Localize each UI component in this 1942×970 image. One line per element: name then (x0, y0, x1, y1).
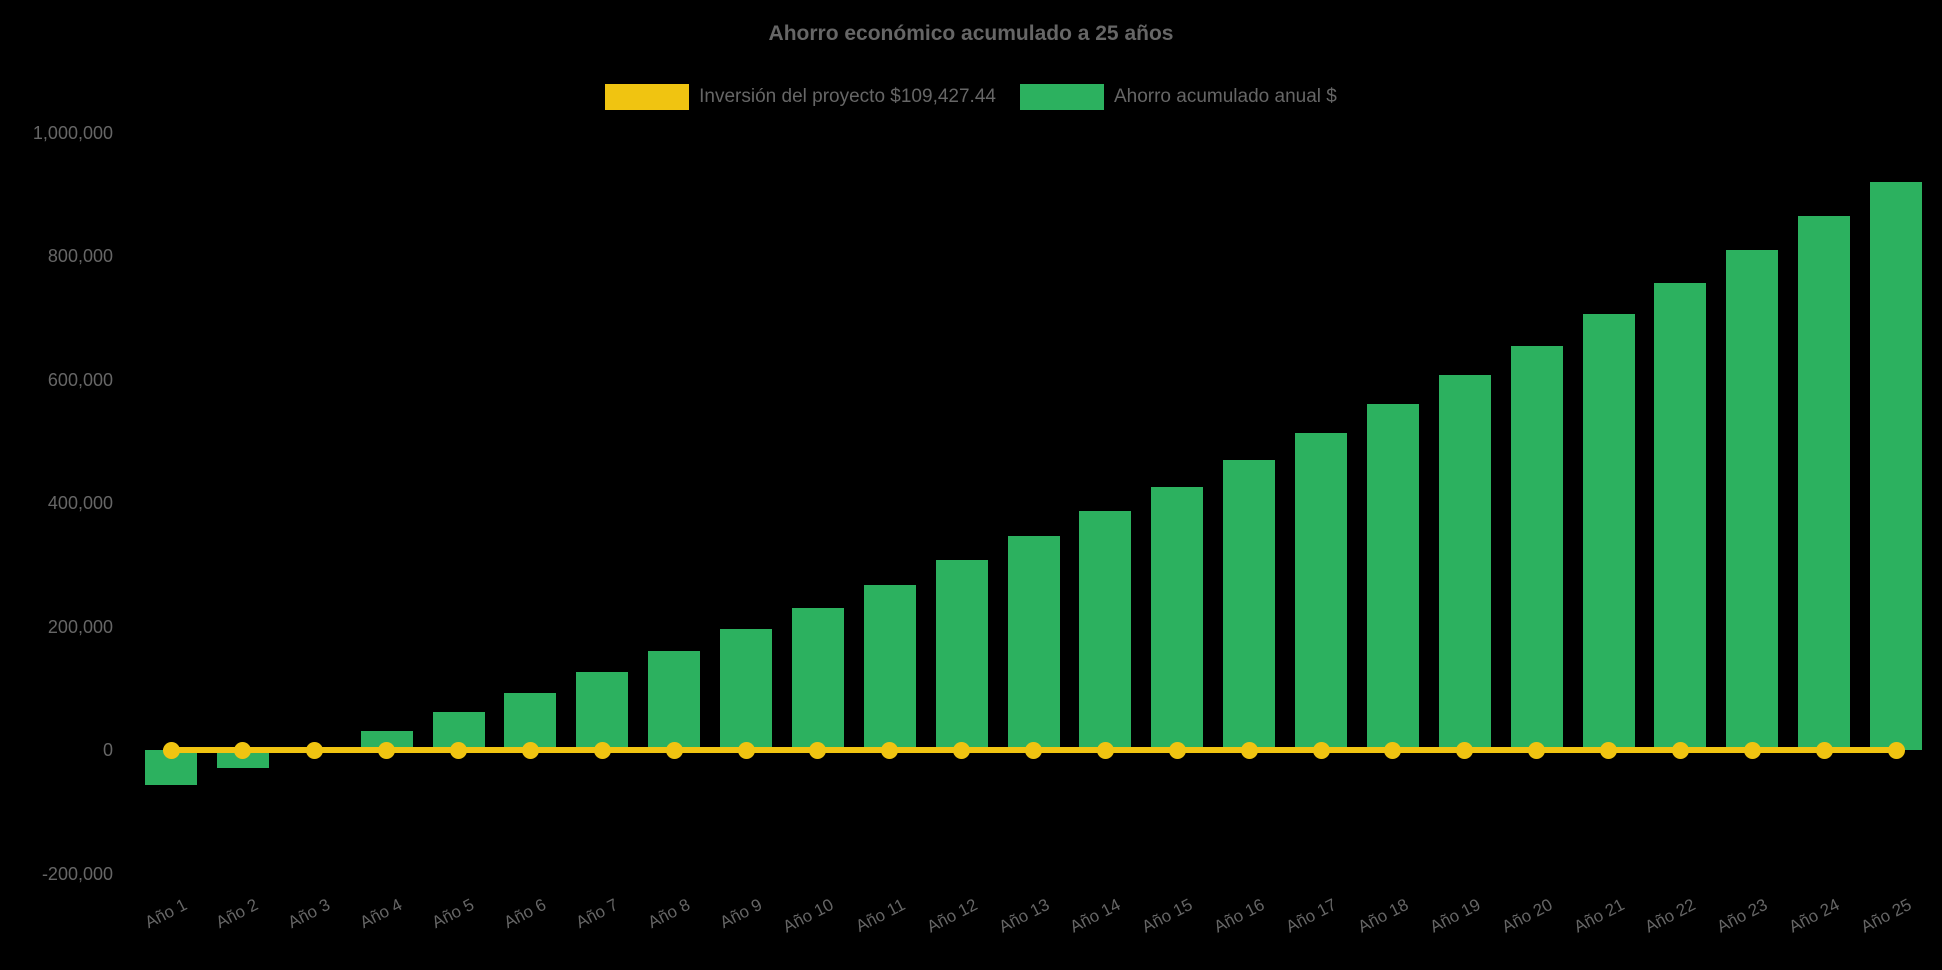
line-point-año-17[interactable] (1312, 741, 1330, 759)
x-axis-label-año-7: Año 7 (572, 895, 621, 933)
bar-año-23[interactable] (1726, 249, 1779, 750)
x-axis-label-año-12: Año 12 (923, 895, 981, 937)
chart-legend: Inversión del proyecto $109,427.44 Ahorr… (0, 84, 1942, 110)
line-point-año-25[interactable] (1887, 741, 1905, 759)
bar-año-9[interactable] (720, 628, 772, 750)
x-axis-label-año-1: Año 1 (141, 895, 190, 933)
bar-año-11[interactable] (863, 584, 916, 750)
x-axis-label-año-6: Año 6 (500, 895, 550, 933)
line-point-año-3[interactable] (306, 741, 324, 759)
y-axis-tick-label: 0 (102, 740, 113, 760)
x-axis-label-año-11: Año 11 (852, 895, 909, 936)
y-axis-tick-label: 800,000 (47, 246, 113, 266)
line-point-año-10[interactable] (809, 741, 827, 759)
y-axis-tick-label: -200,000 (41, 863, 113, 884)
line-point-año-22[interactable] (1671, 741, 1689, 759)
x-axis-label-año-18: Año 18 (1354, 895, 1412, 937)
line-point-año-19[interactable] (1456, 741, 1474, 759)
line-point-año-18[interactable] (1384, 741, 1402, 759)
bar-año-7[interactable] (576, 671, 629, 750)
bar-año-14[interactable] (1079, 511, 1132, 750)
bar-año-17[interactable] (1295, 432, 1347, 750)
x-axis-label-año-9: Año 9 (716, 895, 765, 933)
bar-año-24[interactable] (1798, 215, 1851, 750)
bar-año-13[interactable] (1007, 535, 1060, 750)
line-point-año-9[interactable] (737, 741, 755, 759)
x-axis-label-año-24: Año 24 (1786, 895, 1843, 937)
y-axis-tick-label: 600,000 (47, 369, 113, 390)
x-axis-label-año-15: Año 15 (1139, 895, 1196, 937)
line-point-año-11[interactable] (881, 741, 899, 759)
line-point-año-14[interactable] (1096, 741, 1114, 759)
x-axis-label-año-22: Año 22 (1642, 895, 1700, 937)
line-point-año-13[interactable] (1025, 741, 1042, 759)
x-axis-label-año-23: Año 23 (1714, 895, 1771, 937)
bar-año-4[interactable] (360, 731, 413, 750)
bar-año-10[interactable] (791, 607, 844, 750)
legend-item-inversion[interactable]: Inversión del proyecto $109,427.44 (605, 84, 996, 110)
legend-swatch-ahorro-green (1019, 84, 1104, 110)
x-axis-label-año-17: Año 17 (1282, 895, 1340, 937)
bar-año-6[interactable] (504, 692, 557, 750)
bar-año-25[interactable] (1870, 181, 1922, 750)
legend-swatch-inversion-yellow (605, 84, 690, 110)
x-axis-label-año-3: Año 3 (285, 895, 334, 933)
bar-año-20[interactable] (1510, 345, 1563, 750)
bar-año-22[interactable] (1654, 282, 1707, 750)
x-axis-label-año-19: Año 19 (1426, 895, 1484, 937)
chart-title: Ahorro económico acumulado a 25 años (768, 22, 1174, 45)
y-axis-tick-label: 1,000,000 (32, 122, 113, 143)
line-point-año-12[interactable] (953, 741, 971, 759)
x-axis-label-año-16: Año 16 (1211, 895, 1268, 937)
line-point-año-16[interactable] (1240, 741, 1258, 759)
line-point-año-7[interactable] (593, 741, 611, 759)
bar-año-19[interactable] (1438, 375, 1491, 750)
line-point-año-1[interactable] (162, 741, 180, 759)
x-axis-label-año-21: Año 21 (1570, 895, 1628, 937)
x-axis-label-año-13: Año 13 (995, 895, 1053, 937)
y-axis-tick-label: 400,000 (47, 493, 113, 513)
legend-item-ahorro[interactable]: Ahorro acumulado anual $ (1019, 84, 1337, 110)
bar-año-12[interactable] (935, 560, 988, 750)
bar-año-18[interactable] (1366, 404, 1419, 750)
x-axis-label-año-8: Año 8 (644, 895, 693, 933)
line-point-año-2[interactable] (234, 741, 252, 759)
line-point-año-21[interactable] (1600, 741, 1617, 759)
x-axis-label-año-25: Año 25 (1857, 895, 1915, 937)
line-point-año-4[interactable] (378, 741, 396, 759)
line-point-año-6[interactable] (521, 741, 539, 759)
line-point-año-8[interactable] (665, 741, 683, 759)
line-point-año-23[interactable] (1743, 741, 1761, 759)
legend-label-inversion: Inversión del proyecto $109,427.44 (699, 86, 996, 107)
x-axis-label-año-10: Año 10 (779, 895, 837, 937)
line-point-año-15[interactable] (1168, 741, 1186, 759)
x-axis-label-año-4: Año 4 (357, 895, 406, 933)
y-axis-tick-label: 200,000 (47, 616, 113, 637)
bar-año-8[interactable] (648, 651, 701, 750)
line-point-año-20[interactable] (1528, 741, 1546, 759)
bar-año-2[interactable] (216, 750, 269, 768)
bar-año-16[interactable] (1223, 459, 1276, 750)
bar-año-21[interactable] (1582, 314, 1635, 750)
x-axis-label-año-2: Año 2 (213, 895, 262, 933)
x-axis-label-año-20: Año 20 (1498, 895, 1556, 937)
bar-año-15[interactable] (1151, 486, 1204, 750)
legend-label-ahorro: Ahorro acumulado anual $ (1113, 86, 1337, 107)
x-axis-label-año-14: Año 14 (1067, 895, 1125, 937)
line-point-año-24[interactable] (1815, 741, 1833, 759)
x-axis-label-año-5: Año 5 (428, 895, 478, 933)
line-point-año-5[interactable] (450, 741, 467, 759)
